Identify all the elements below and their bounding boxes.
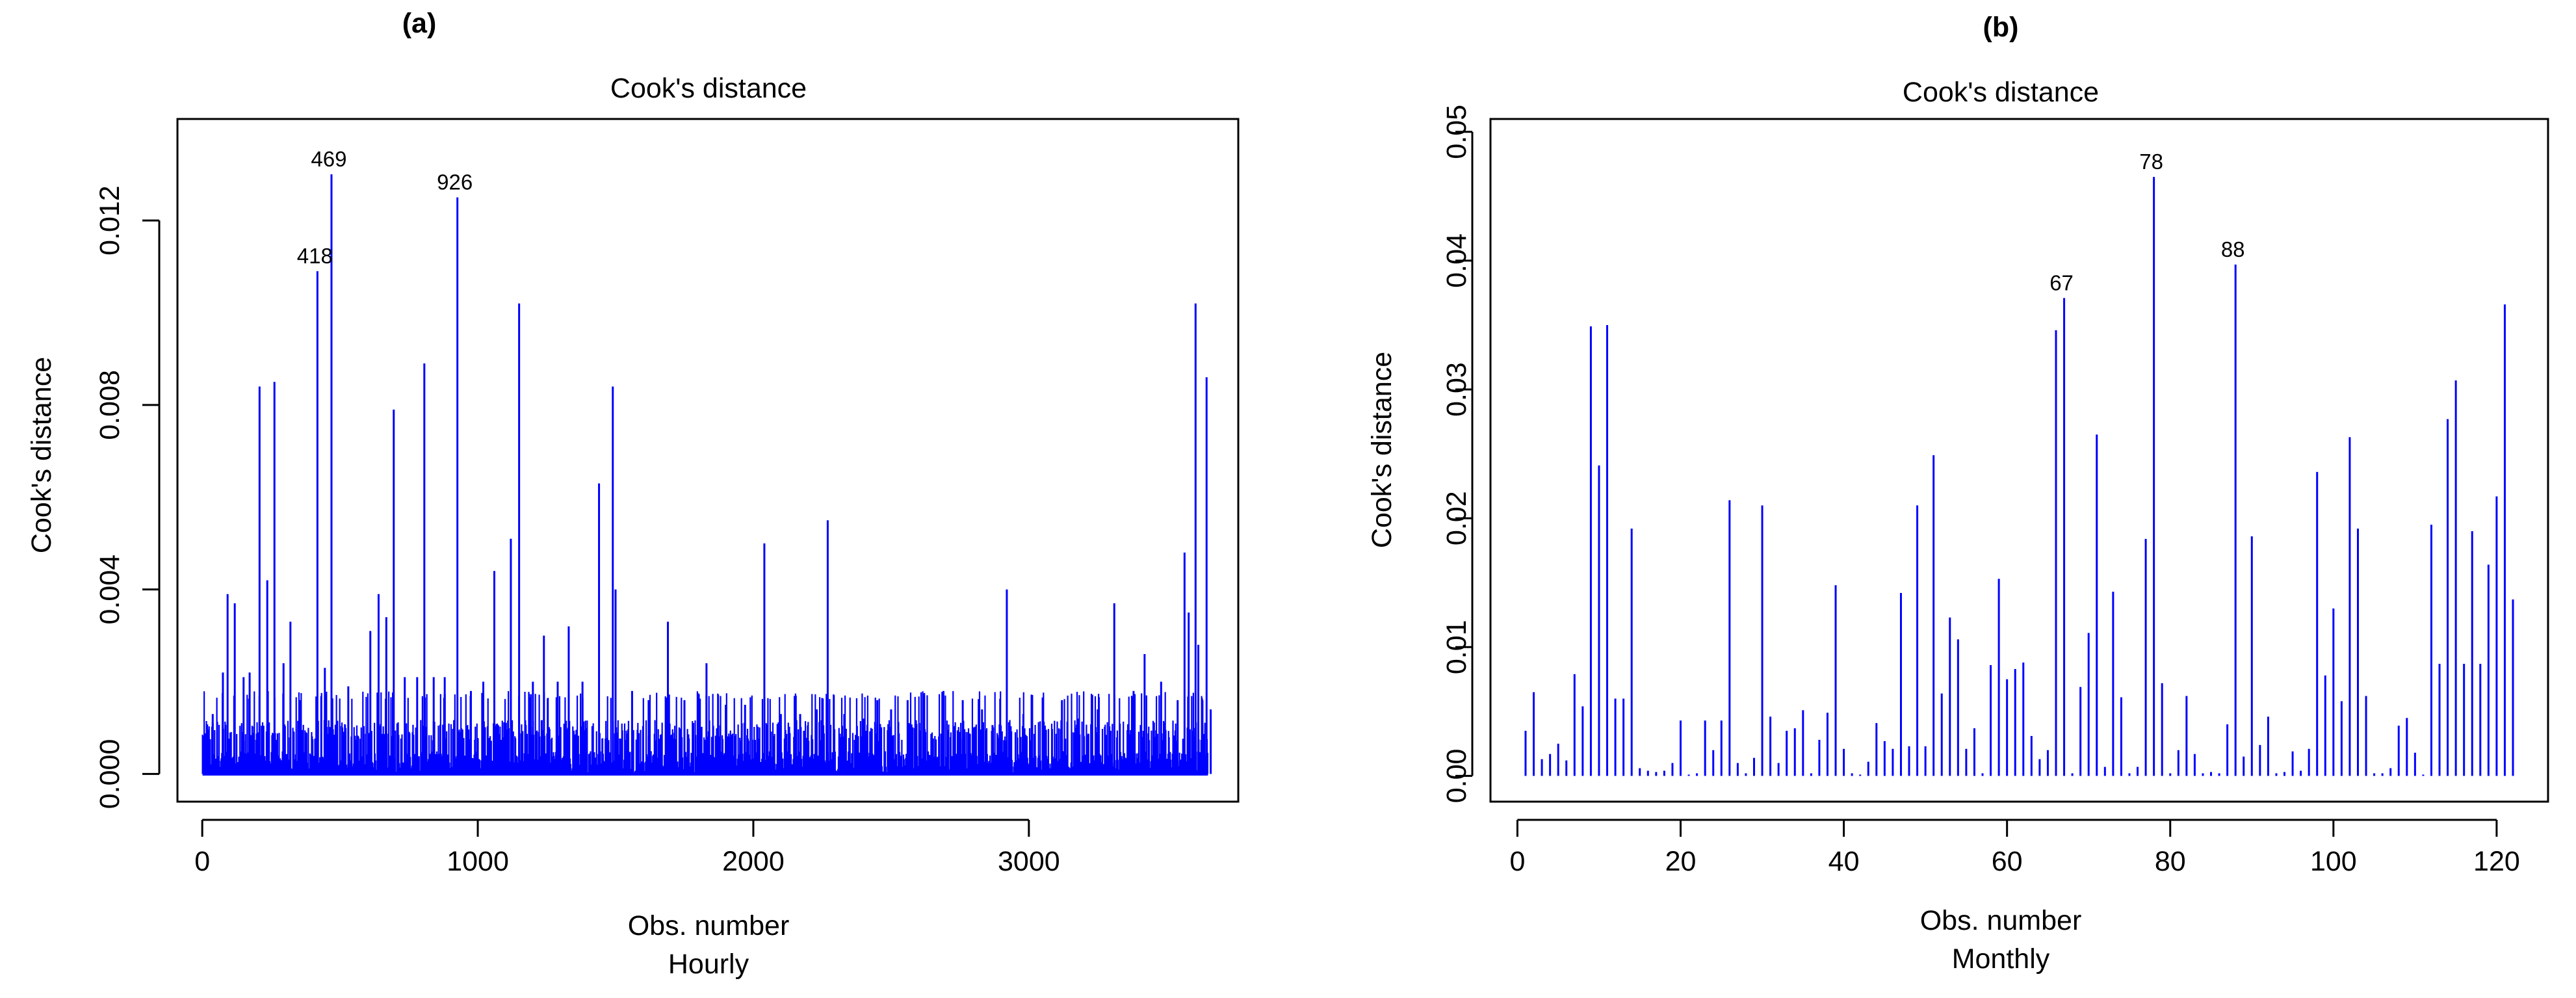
- y-axis-title: Cook's distance: [26, 357, 57, 553]
- y-tick-label: 0.00: [1441, 749, 1472, 804]
- x-tick-label: 120: [2473, 846, 2520, 877]
- plot-frame: [176, 118, 1240, 803]
- x-tick-label: 3000: [998, 846, 1060, 877]
- panel-b: (b) Cook's distance Cook's distance Obs.…: [1366, 12, 2549, 975]
- plot-frame: [1489, 118, 2549, 803]
- point-label: 78: [2139, 150, 2163, 174]
- x-axis-subtitle: Monthly: [1952, 943, 2050, 975]
- x-tick-label: 80: [2155, 846, 2186, 877]
- y-tick-label: 0.01: [1441, 620, 1472, 674]
- y-tick-label: 0.03: [1441, 362, 1472, 417]
- point-label: 926: [437, 170, 473, 194]
- x-tick-label: 0: [1509, 846, 1525, 877]
- point-label: 67: [2049, 270, 2074, 295]
- y-tick-label: 0.004: [94, 555, 125, 625]
- y-tick-label: 0.04: [1441, 233, 1472, 288]
- x-axis-title: Obs. number: [628, 910, 790, 941]
- y-tick-label: 0.05: [1441, 105, 1472, 159]
- x-axis-subtitle: Hourly: [668, 949, 749, 980]
- panel-a: (a) Cook's distance Cook's distance Obs.…: [26, 8, 1240, 980]
- y-tick-label: 0.008: [94, 370, 125, 440]
- x-tick-label: 100: [2310, 846, 2357, 877]
- y-tick-label: 0.02: [1441, 491, 1472, 545]
- y-axis-title: Cook's distance: [1366, 352, 1398, 548]
- chart-title: Cook's distance: [610, 73, 807, 104]
- y-tick-label: 0.000: [94, 739, 125, 809]
- panel-label: (b): [1983, 12, 2019, 43]
- point-label: 469: [311, 147, 346, 171]
- point-label: 88: [2221, 237, 2245, 261]
- x-tick-label: 60: [1992, 846, 2023, 877]
- chart-title: Cook's distance: [1903, 77, 2099, 108]
- panel-label: (a): [402, 8, 437, 39]
- x-tick-label: 40: [1828, 846, 1860, 877]
- y-tick-label: 0.012: [94, 185, 125, 256]
- x-tick-label: 0: [194, 846, 210, 877]
- x-axis-title: Obs. number: [1920, 905, 2082, 936]
- x-tick-label: 2000: [722, 846, 785, 877]
- x-tick-label: 1000: [447, 846, 509, 877]
- x-tick-label: 20: [1665, 846, 1697, 877]
- point-label: 418: [297, 244, 333, 268]
